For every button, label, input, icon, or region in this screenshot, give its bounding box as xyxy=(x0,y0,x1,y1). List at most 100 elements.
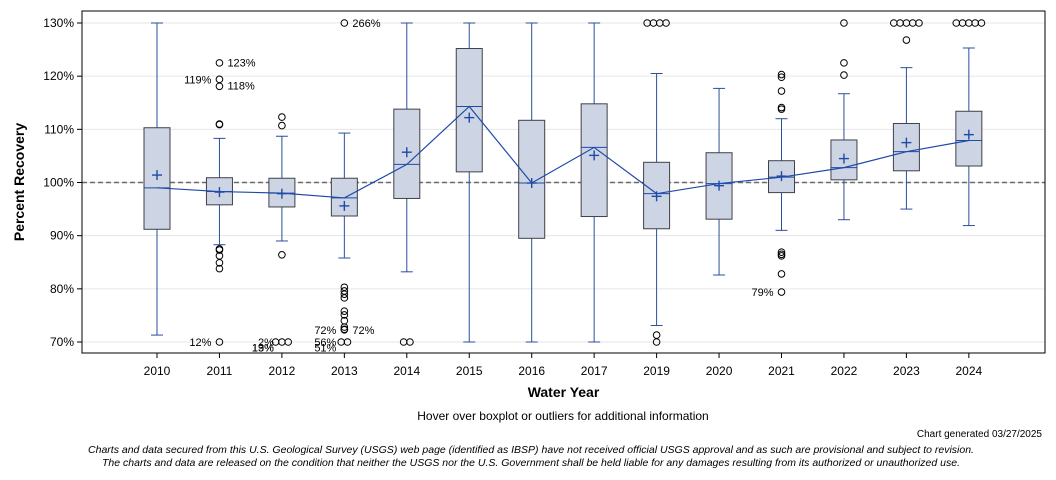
box-2010 xyxy=(143,22,171,336)
outlier-point xyxy=(777,87,786,95)
outlier-annotation: 19% xyxy=(252,342,274,354)
outlier-point xyxy=(215,264,224,273)
outlier-annotation: 51% xyxy=(314,342,336,354)
outlier-annotation: 13% xyxy=(252,342,274,354)
outlier-point xyxy=(777,270,786,278)
outlier-point xyxy=(902,36,911,44)
outlier-point xyxy=(215,82,224,91)
outlier-point xyxy=(777,288,786,296)
outlier-point xyxy=(777,103,786,112)
outlier-point xyxy=(840,71,848,79)
y-tick-label: 100% xyxy=(43,176,74,190)
x-tick-label: 2020 xyxy=(706,364,733,378)
x-tick-label: 2013 xyxy=(331,364,358,378)
outlier-point xyxy=(284,338,293,346)
x-tick-label: 2016 xyxy=(518,364,545,378)
box-2015 xyxy=(455,22,483,343)
outlier-annotation: 12% xyxy=(189,337,211,349)
outlier-annotation: 72% xyxy=(352,325,374,337)
outlier-point xyxy=(340,19,349,27)
y-tick-label: 110% xyxy=(44,122,74,136)
outlier-point xyxy=(215,59,224,67)
outlier-point xyxy=(977,19,986,27)
box-2011 xyxy=(205,59,233,346)
median-connector-line xyxy=(156,105,969,199)
outlier-annotation: 72% xyxy=(314,325,336,337)
box-2020 xyxy=(705,87,733,276)
outlier-point xyxy=(652,338,661,346)
outlier-annotation: 79% xyxy=(751,287,773,299)
hover-instruction: Hover over boxplot or outliers for addit… xyxy=(417,409,709,423)
x-axis-ticks: 2010 2011 2012 2013 2014 2015 2016 2017 2019 2020… xyxy=(144,353,983,378)
box-2016 xyxy=(518,22,546,343)
box-2022 xyxy=(830,19,858,221)
outlier-point xyxy=(915,19,923,27)
outlier-point xyxy=(406,338,414,346)
y-tick-label: 70% xyxy=(50,335,74,349)
outlier-point xyxy=(340,325,349,334)
outlier-point xyxy=(215,75,224,84)
iqr-box xyxy=(455,48,483,173)
box-2014 xyxy=(393,22,421,346)
outlier-point xyxy=(343,338,352,346)
outlier-point xyxy=(215,120,224,128)
y-tick-label: 120% xyxy=(43,69,74,83)
outlier-point xyxy=(278,121,286,130)
outlier-point xyxy=(278,251,286,259)
outlier-annotation: 266% xyxy=(352,18,380,30)
x-tick-label: 2019 xyxy=(643,364,670,378)
x-tick-label: 2015 xyxy=(456,364,483,378)
outlier-annotation: 118% xyxy=(227,81,255,93)
iqr-box xyxy=(705,152,733,220)
outlier-annotation: 119% xyxy=(184,74,212,86)
box-2012 xyxy=(268,113,296,346)
outlier-point xyxy=(662,19,670,27)
x-tick-label: 2010 xyxy=(144,364,171,378)
outlier-point xyxy=(777,252,786,260)
disclaimer-line-2: The charts and data are released on the … xyxy=(102,457,960,469)
x-tick-label: 2012 xyxy=(269,364,296,378)
outlier-point xyxy=(215,246,224,254)
y-tick-label: 130% xyxy=(43,16,74,30)
outlier-point xyxy=(777,70,786,79)
outlier-point xyxy=(340,290,349,298)
box-2019 xyxy=(643,19,671,346)
outlier-point xyxy=(340,307,349,315)
x-axis-title: Water Year xyxy=(528,384,600,400)
outlier-point xyxy=(840,59,848,67)
y-axis-title: Percent Recovery xyxy=(11,123,27,242)
outlier-point xyxy=(340,311,349,319)
y-axis-ticks: 70% 80% 90% 100% 110% 120% 130% xyxy=(43,16,82,349)
outlier-point xyxy=(652,331,661,339)
outlier-point xyxy=(777,248,786,256)
box-2013 xyxy=(330,19,358,346)
box-2021 xyxy=(768,70,795,296)
x-tick-label: 2023 xyxy=(893,364,920,378)
chart-generated-date: Chart generated 03/27/2025 xyxy=(916,429,1042,440)
x-tick-label: 2014 xyxy=(393,364,420,378)
outlier-point xyxy=(215,338,224,346)
outlier-annotation: 123% xyxy=(227,57,255,69)
outlier-annotation: 56% xyxy=(314,337,336,349)
box-2023 xyxy=(890,19,923,210)
outlier-point xyxy=(215,258,224,267)
outlier-point xyxy=(278,113,286,121)
outlier-point xyxy=(340,323,349,331)
x-tick-label: 2011 xyxy=(207,364,233,378)
box-2024 xyxy=(952,19,986,227)
outlier-point xyxy=(840,19,848,27)
outlier-annotations: 123%119%118%12% 2%19%13%266%72% 72%56%51%7… xyxy=(184,18,774,354)
y-tick-label: 80% xyxy=(50,282,74,296)
outlier-annotation: 2% xyxy=(258,337,274,349)
outlier-point xyxy=(777,73,786,82)
x-tick-label: 2021 xyxy=(768,364,795,378)
disclaimer-line-1: Charts and data secured from this U.S. G… xyxy=(88,444,974,456)
disclaimer: Charts and data secured from this U.S. G… xyxy=(0,444,1056,470)
box-2017 xyxy=(580,22,608,343)
outlier-point xyxy=(340,294,349,302)
x-tick-label: 2022 xyxy=(831,364,858,378)
x-tick-label: 2017 xyxy=(581,364,608,378)
y-tick-label: 90% xyxy=(50,229,74,243)
x-tick-label: 2024 xyxy=(955,364,982,378)
